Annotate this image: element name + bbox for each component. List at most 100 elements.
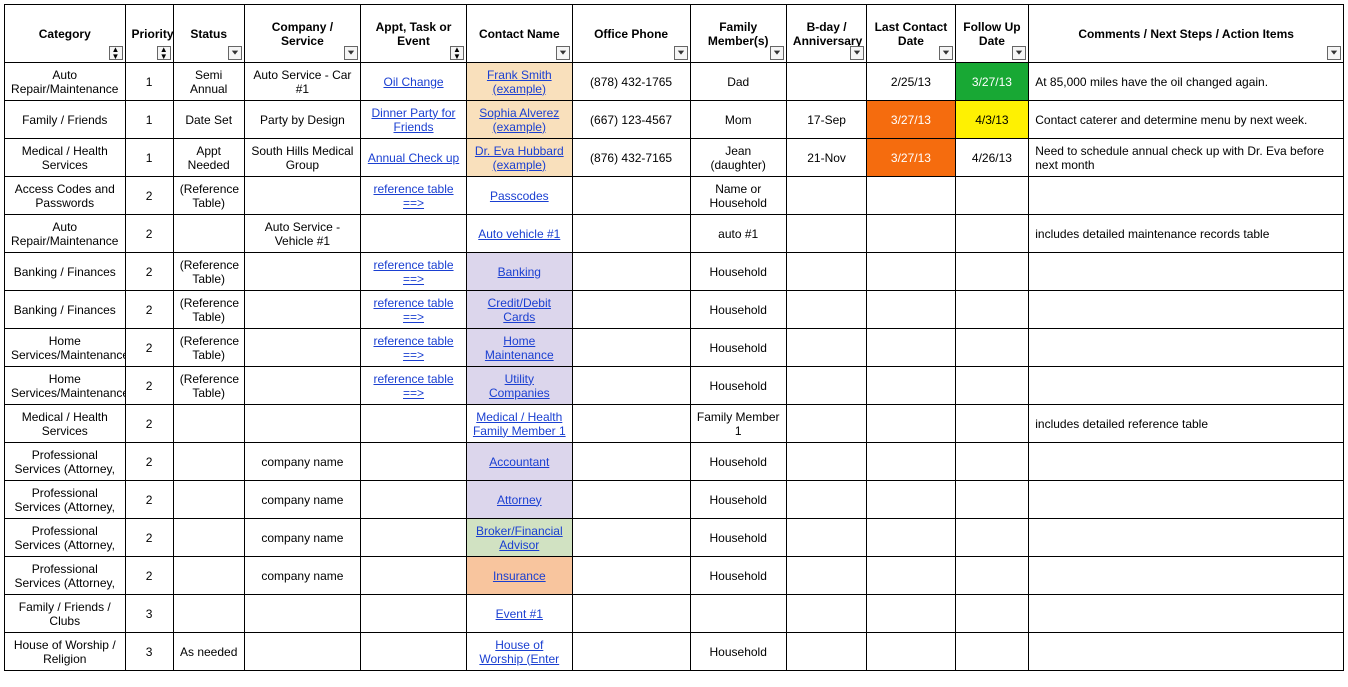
table-body: Auto Repair/Maintenance1Semi AnnualAuto …	[5, 63, 1344, 671]
filter-dropdown-icon[interactable]	[228, 46, 242, 60]
cell-bday	[786, 63, 866, 101]
cell-comments	[1029, 177, 1344, 215]
cell-company: Auto Service - Car #1	[244, 63, 360, 101]
filter-dropdown-icon[interactable]	[1327, 46, 1341, 60]
table-row: Banking / Finances2(Reference Table)refe…	[5, 291, 1344, 329]
cell-contact-link[interactable]: Frank Smith (example)	[487, 68, 552, 96]
cell-appt-link[interactable]: reference table ==>	[373, 296, 453, 324]
cell-last: 3/27/13	[867, 139, 955, 177]
cell-contact-link[interactable]: Home Maintenance	[485, 334, 554, 362]
header-priority: Priority ▲▼	[125, 5, 173, 63]
header-family-member-s-: Family Member(s)	[690, 5, 786, 63]
table-row: Access Codes and Passwords2(Reference Ta…	[5, 177, 1344, 215]
filter-dropdown-icon[interactable]	[770, 46, 784, 60]
cell-comments	[1029, 595, 1344, 633]
cell-category: Family / Friends / Clubs	[5, 595, 126, 633]
cell-company: company name	[244, 481, 360, 519]
cell-follow	[955, 519, 1029, 557]
filter-dropdown-icon[interactable]	[1012, 46, 1026, 60]
cell-contact: Home Maintenance	[466, 329, 572, 367]
cell-category: House of Worship / Religion	[5, 633, 126, 671]
sort-icon[interactable]: ▲▼	[109, 46, 123, 60]
cell-contact-link[interactable]: Utility Companies	[489, 372, 550, 400]
header-label: Category	[39, 27, 91, 41]
cell-contact-link[interactable]: Passcodes	[490, 189, 549, 203]
cell-contact-link[interactable]: Credit/Debit Cards	[488, 296, 551, 324]
cell-bday	[786, 481, 866, 519]
cell-appt-link[interactable]: Dinner Party for Friends	[372, 106, 456, 134]
header-label: Priority	[132, 27, 174, 41]
cell-follow: 4/26/13	[955, 139, 1029, 177]
filter-dropdown-icon[interactable]	[556, 46, 570, 60]
cell-appt: Oil Change	[361, 63, 467, 101]
cell-appt-link[interactable]: reference table ==>	[373, 258, 453, 286]
header-label: Office Phone	[594, 27, 668, 41]
cell-bday	[786, 367, 866, 405]
cell-contact-link[interactable]: Banking	[498, 265, 541, 279]
cell-family: Household	[690, 367, 786, 405]
cell-last	[867, 519, 955, 557]
cell-appt: Dinner Party for Friends	[361, 101, 467, 139]
cell-status	[173, 405, 244, 443]
cell-company: Auto Service - Vehicle #1	[244, 215, 360, 253]
cell-follow	[955, 177, 1029, 215]
cell-follow	[955, 291, 1029, 329]
header-company-service: Company / Service	[244, 5, 360, 63]
cell-status	[173, 443, 244, 481]
cell-phone	[572, 367, 690, 405]
cell-status: (Reference Table)	[173, 253, 244, 291]
cell-appt-link[interactable]: reference table ==>	[373, 372, 453, 400]
cell-contact-link[interactable]: Attorney	[497, 493, 542, 507]
cell-bday	[786, 253, 866, 291]
cell-bday	[786, 557, 866, 595]
cell-status	[173, 519, 244, 557]
cell-contact-link[interactable]: House of Worship (Enter	[479, 638, 559, 666]
cell-contact-link[interactable]: Broker/Financial Advisor	[476, 524, 563, 552]
cell-contact-link[interactable]: Dr. Eva Hubbard (example)	[475, 144, 564, 172]
cell-phone	[572, 405, 690, 443]
cell-contact: Utility Companies	[466, 367, 572, 405]
cell-contact: Accountant	[466, 443, 572, 481]
cell-family: Mom	[690, 101, 786, 139]
filter-dropdown-icon[interactable]	[344, 46, 358, 60]
header-row: Category ▲▼ Priority ▲▼ Status Company / Serv…	[5, 5, 1344, 63]
table-row: Auto Repair/Maintenance1Semi AnnualAuto …	[5, 63, 1344, 101]
cell-status	[173, 215, 244, 253]
cell-appt	[361, 443, 467, 481]
sort-icon[interactable]: ▲▼	[450, 46, 464, 60]
cell-contact: House of Worship (Enter	[466, 633, 572, 671]
cell-contact-link[interactable]: Medical / Health Family Member 1	[473, 410, 566, 438]
filter-dropdown-icon[interactable]	[939, 46, 953, 60]
sort-icon[interactable]: ▲▼	[157, 46, 171, 60]
cell-bday	[786, 443, 866, 481]
cell-category: Professional Services (Attorney,	[5, 443, 126, 481]
cell-category: Home Services/Maintenance	[5, 329, 126, 367]
cell-last: 3/27/13	[867, 101, 955, 139]
cell-contact-link[interactable]: Accountant	[489, 455, 549, 469]
table-row: Medical / Health Services1Appt NeededSou…	[5, 139, 1344, 177]
table-row: Professional Services (Attorney,2company…	[5, 519, 1344, 557]
header-label: Follow Up Date	[963, 20, 1020, 48]
cell-appt-link[interactable]: Annual Check up	[368, 151, 459, 165]
cell-contact-link[interactable]: Sophia Alverez (example)	[479, 106, 559, 134]
cell-priority: 2	[125, 215, 173, 253]
cell-appt-link[interactable]: reference table ==>	[373, 334, 453, 362]
cell-comments	[1029, 367, 1344, 405]
header-b-day-anniversary: B-day / Anniversary	[786, 5, 866, 63]
filter-dropdown-icon[interactable]	[674, 46, 688, 60]
cell-family: Household	[690, 519, 786, 557]
cell-comments: includes detailed maintenance records ta…	[1029, 215, 1344, 253]
cell-appt-link[interactable]: reference table ==>	[373, 182, 453, 210]
cell-bday	[786, 215, 866, 253]
cell-contact-link[interactable]: Auto vehicle #1	[478, 227, 560, 241]
cell-phone	[572, 443, 690, 481]
cell-family: auto #1	[690, 215, 786, 253]
cell-follow	[955, 329, 1029, 367]
table-row: Professional Services (Attorney,2company…	[5, 481, 1344, 519]
filter-dropdown-icon[interactable]	[850, 46, 864, 60]
cell-appt-link[interactable]: Oil Change	[384, 75, 444, 89]
header-label: Status	[190, 27, 227, 41]
cell-comments	[1029, 481, 1344, 519]
cell-contact-link[interactable]: Event #1	[496, 607, 543, 621]
cell-contact-link[interactable]: Insurance	[493, 569, 546, 583]
